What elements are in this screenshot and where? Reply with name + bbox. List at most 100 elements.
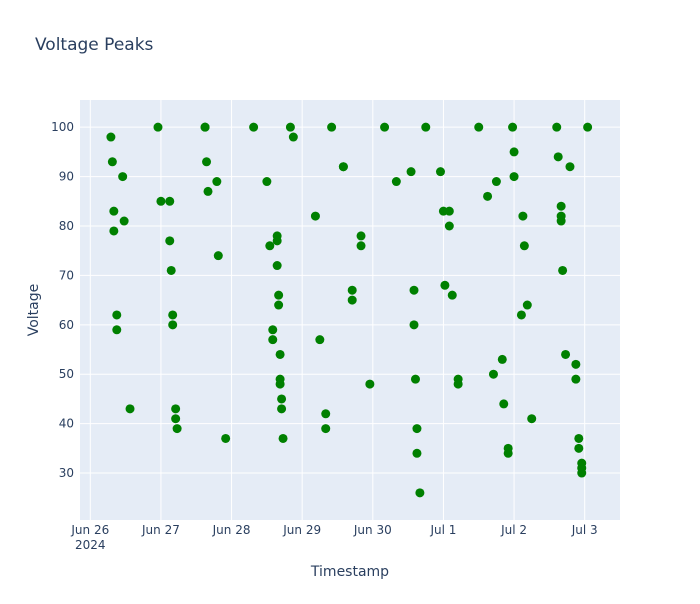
data-point[interactable] [262, 177, 272, 187]
data-point[interactable] [483, 191, 493, 201]
data-point[interactable] [453, 379, 463, 389]
data-point[interactable] [109, 206, 119, 216]
data-point[interactable] [107, 157, 117, 167]
data-point[interactable] [221, 433, 231, 443]
data-point[interactable] [577, 468, 587, 478]
data-point[interactable] [200, 122, 210, 132]
data-point[interactable] [561, 349, 571, 359]
data-point[interactable] [444, 221, 454, 231]
data-point[interactable] [365, 379, 375, 389]
data-point[interactable] [274, 290, 284, 300]
data-point[interactable] [444, 206, 454, 216]
data-point[interactable] [491, 177, 501, 187]
data-point[interactable] [321, 409, 331, 419]
data-point[interactable] [272, 261, 282, 271]
data-point[interactable] [552, 122, 562, 132]
y-tick-label: 70 [59, 268, 74, 282]
data-point[interactable] [440, 280, 450, 290]
data-point[interactable] [406, 167, 416, 177]
data-point[interactable] [275, 379, 285, 389]
data-point[interactable] [412, 448, 422, 458]
data-point[interactable] [274, 300, 284, 310]
data-point[interactable] [249, 122, 259, 132]
data-point[interactable] [421, 122, 431, 132]
data-point[interactable] [112, 325, 122, 335]
data-point[interactable] [571, 374, 581, 384]
data-point[interactable] [583, 122, 593, 132]
data-point[interactable] [488, 369, 498, 379]
data-point[interactable] [574, 443, 584, 453]
data-point[interactable] [112, 310, 122, 320]
data-point[interactable] [474, 122, 484, 132]
data-point[interactable] [165, 196, 175, 206]
data-point[interactable] [310, 211, 320, 221]
data-point[interactable] [275, 349, 285, 359]
data-point[interactable] [503, 448, 513, 458]
data-point[interactable] [278, 433, 288, 443]
data-point[interactable] [380, 122, 390, 132]
data-point[interactable] [447, 290, 457, 300]
data-point[interactable] [202, 157, 212, 167]
data-point[interactable] [409, 320, 419, 330]
data-point[interactable] [118, 172, 128, 182]
data-point[interactable] [522, 300, 532, 310]
data-point[interactable] [574, 433, 584, 443]
data-point[interactable] [412, 424, 422, 434]
data-point[interactable] [509, 147, 519, 157]
data-point[interactable] [321, 424, 331, 434]
data-point[interactable] [277, 394, 287, 404]
data-point[interactable] [347, 295, 357, 305]
y-tick-label: 50 [59, 367, 74, 381]
data-point[interactable] [415, 488, 425, 498]
data-point[interactable] [508, 122, 518, 132]
data-point[interactable] [277, 404, 287, 414]
data-point[interactable] [315, 335, 325, 345]
data-point[interactable] [553, 152, 563, 162]
data-point[interactable] [119, 216, 129, 226]
data-point[interactable] [410, 374, 420, 384]
data-point[interactable] [565, 162, 575, 172]
data-point[interactable] [356, 231, 366, 241]
data-point[interactable] [509, 172, 519, 182]
x-tick-label: Jun 26 [70, 523, 109, 537]
data-point[interactable] [527, 414, 537, 424]
data-point[interactable] [516, 310, 526, 320]
data-point[interactable] [171, 414, 181, 424]
data-point[interactable] [556, 216, 566, 226]
data-point[interactable] [165, 236, 175, 246]
data-point[interactable] [106, 132, 116, 142]
data-point[interactable] [356, 241, 366, 251]
data-point[interactable] [125, 404, 135, 414]
data-point[interactable] [327, 122, 337, 132]
data-point[interactable] [109, 226, 119, 236]
data-point[interactable] [268, 325, 278, 335]
data-point[interactable] [571, 359, 581, 369]
data-point[interactable] [558, 265, 568, 275]
data-point[interactable] [497, 354, 507, 364]
data-point[interactable] [166, 265, 176, 275]
data-point[interactable] [519, 241, 529, 251]
data-point[interactable] [347, 285, 357, 295]
data-point[interactable] [171, 404, 181, 414]
data-point[interactable] [409, 285, 419, 295]
data-point[interactable] [288, 132, 298, 142]
data-point[interactable] [285, 122, 295, 132]
data-point[interactable] [172, 424, 182, 434]
data-point[interactable] [168, 320, 178, 330]
data-point[interactable] [156, 196, 166, 206]
data-point[interactable] [518, 211, 528, 221]
data-point[interactable] [168, 310, 178, 320]
data-point[interactable] [265, 241, 275, 251]
data-point[interactable] [391, 177, 401, 187]
data-point[interactable] [213, 251, 223, 261]
data-point[interactable] [203, 186, 213, 196]
data-point[interactable] [153, 122, 163, 132]
data-point[interactable] [272, 236, 282, 246]
data-point[interactable] [212, 177, 222, 187]
data-point[interactable] [556, 201, 566, 211]
data-point[interactable] [435, 167, 445, 177]
data-point[interactable] [499, 399, 509, 409]
data-point[interactable] [338, 162, 348, 172]
data-point[interactable] [268, 335, 278, 345]
